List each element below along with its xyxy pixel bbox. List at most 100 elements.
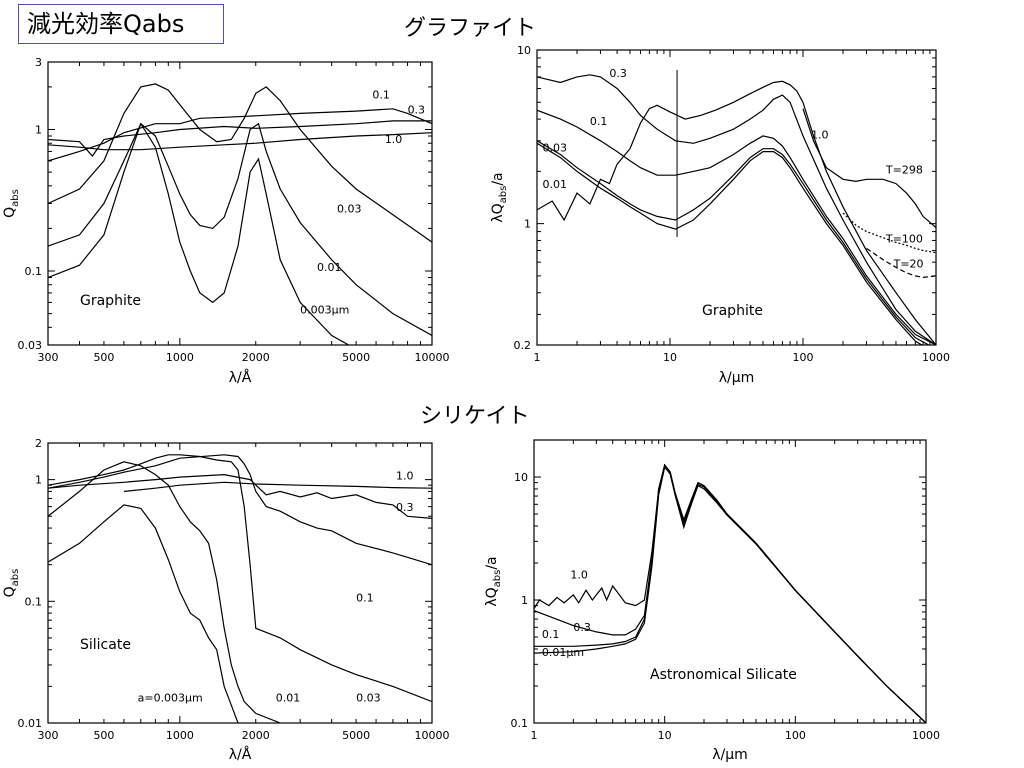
series-label: 1.0: [811, 128, 829, 141]
series-line: [534, 463, 926, 723]
y-tick-label: 10: [517, 44, 531, 57]
section-label-silicate: シリケイト: [420, 404, 530, 429]
series-line: [48, 132, 432, 151]
series-line: [48, 108, 432, 162]
series-line: [48, 504, 239, 723]
x-tick-label: 300: [38, 351, 59, 364]
x-tick-label: 100: [793, 351, 814, 364]
series-line: [534, 465, 926, 723]
chart-silicate-uv: 300 500 1000 2000 5000 10000 0.01 0.1 1 2 λ/Å Qabs S…: [2, 437, 450, 763]
x-tick-label: 10: [658, 729, 672, 742]
series-label: 1.0: [570, 568, 588, 581]
series-label: 0.01μm: [542, 646, 584, 659]
y-axis-label: Qabs: [2, 569, 21, 598]
series-label: 0.3: [609, 67, 627, 80]
series-label: 0.1: [356, 591, 374, 604]
chart-caption: Astronomical Silicate: [650, 667, 797, 683]
x-tick-label: 10000: [415, 729, 450, 742]
series-label: 0.3: [396, 501, 414, 514]
y-tick-label: 1: [524, 218, 531, 231]
series-line: [48, 473, 432, 519]
plot-frame: [533, 439, 927, 724]
x-axis-label: λ/μm: [712, 747, 748, 763]
y-axis-label: Qabs: [2, 189, 21, 218]
x-tick-label: 5000: [342, 729, 370, 742]
series-line: [537, 80, 936, 345]
series-label: 1.0: [396, 470, 414, 483]
x-tick-label: 100: [785, 729, 806, 742]
series-line: [802, 108, 936, 228]
series-label: 1.0: [385, 133, 403, 146]
series-label: T=100: [885, 232, 923, 245]
series-line: [48, 122, 432, 337]
series-label: 0.1: [372, 89, 390, 102]
x-tick-label: 500: [93, 729, 114, 742]
chart-graphite-ir: 1 10 100 10000.2110λ/μmλQabs/aGraphite0.30.…: [490, 44, 950, 386]
series-label: 0.01: [276, 692, 301, 705]
x-axis-label: λ/μm: [719, 370, 755, 386]
x-tick-label: 500: [93, 351, 114, 364]
series-line: [48, 122, 350, 345]
x-tick-label: 1000: [912, 729, 940, 742]
plot-frame: [47, 442, 433, 724]
x-axis-label: λ/Å: [229, 369, 252, 386]
series-line: [534, 463, 926, 723]
x-tick-label: 2000: [242, 351, 270, 364]
series-label: T=20: [893, 257, 924, 270]
series-label: 0.03: [356, 692, 381, 705]
series-label: 0.03: [337, 202, 362, 215]
y-tick-label: 10: [514, 471, 528, 484]
y-tick-label: 0.2: [514, 339, 532, 352]
y-tick-label: 3: [35, 56, 42, 69]
chart-caption: Graphite: [702, 303, 763, 319]
section-label-graphite: グラファイト: [404, 16, 537, 41]
series-label: 0.01: [317, 261, 342, 274]
series-line: [48, 120, 432, 157]
y-tick-label: 1: [35, 474, 42, 487]
series-label: 0.01: [543, 178, 568, 191]
series-line: [48, 454, 432, 566]
y-tick-label: 1: [35, 124, 42, 137]
series-label: 0.3: [408, 103, 426, 116]
chart-caption: Silicate: [80, 637, 131, 653]
slide-title: 減光効率Qabs: [18, 4, 224, 44]
chart-caption: Graphite: [80, 293, 141, 309]
series-line: [537, 74, 936, 345]
series-label: T=298: [885, 163, 923, 176]
chart-silicate-ir: 1 10 100 1000 0.1 1 10 λ/μm λQabs/a Astronomical …: [484, 439, 940, 763]
x-tick-label: 300: [38, 729, 59, 742]
x-tick-label: 1: [534, 351, 541, 364]
x-tick-label: 5000: [342, 351, 370, 364]
y-tick-label: 2: [35, 437, 42, 450]
series-line: [842, 212, 936, 254]
series-label: 0.03: [543, 142, 568, 155]
x-tick-label: 2000: [242, 729, 270, 742]
y-tick-label: 0.1: [25, 595, 43, 608]
series-label: 0.1: [542, 628, 560, 641]
x-tick-label: 1000: [166, 351, 194, 364]
series-line: [534, 463, 926, 723]
series-line: [537, 142, 924, 345]
chart-graphite-uv: 300 500 1000 2000 5000 10000 0.03 0.1 1 3 λ/Å Qabs G…: [2, 56, 450, 386]
x-tick-label: 1: [531, 729, 538, 742]
series-label: a=0.003μm: [138, 692, 203, 705]
series-line: [866, 247, 936, 279]
series-line: [123, 481, 432, 492]
y-tick-label: 0.03: [18, 339, 43, 352]
x-axis-label: λ/Å: [229, 746, 252, 763]
series-line: [48, 454, 432, 703]
series-line: [537, 140, 931, 345]
x-tick-label: 1000: [922, 351, 950, 364]
series-line: [537, 109, 936, 345]
series-label: 0.3: [573, 621, 591, 634]
series-line: [48, 83, 432, 243]
x-tick-label: 10: [663, 351, 677, 364]
series-line: [48, 461, 282, 723]
series-label: 0.003μm: [300, 304, 349, 317]
x-tick-label: 1000: [166, 729, 194, 742]
y-axis-label: λQabs/a: [484, 556, 503, 606]
x-tick-label: 10000: [415, 351, 450, 364]
plot-frame: [536, 49, 937, 346]
y-tick-label: 1: [521, 594, 528, 607]
y-axis-label: λQabs/a: [490, 172, 509, 222]
